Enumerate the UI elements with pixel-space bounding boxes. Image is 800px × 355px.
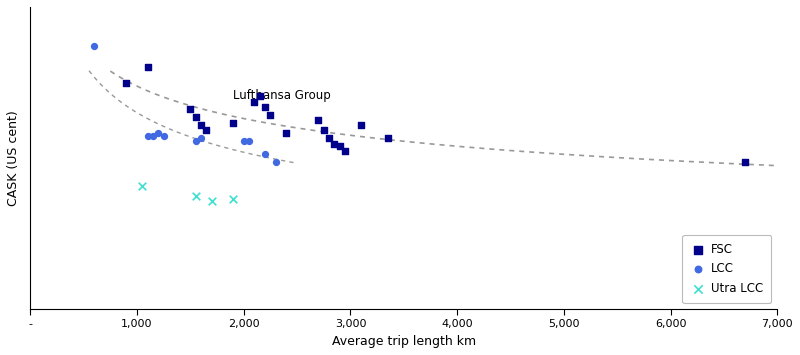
FSC	[120, 80, 133, 86]
Utra LCC	[226, 196, 239, 202]
Text: Lufthansa Group: Lufthansa Group	[233, 89, 331, 102]
Utra LCC	[190, 193, 202, 199]
Utra LCC	[136, 183, 149, 189]
FSC	[280, 130, 293, 136]
FSC	[382, 136, 394, 141]
FSC	[226, 120, 239, 125]
FSC	[318, 127, 330, 133]
FSC	[322, 136, 335, 141]
FSC	[264, 112, 277, 118]
FSC	[258, 104, 271, 110]
LCC	[142, 133, 154, 138]
Y-axis label: CASK (US cent): CASK (US cent)	[7, 110, 20, 206]
FSC	[254, 93, 266, 99]
LCC	[152, 130, 165, 136]
Utra LCC	[206, 198, 218, 204]
LCC	[146, 133, 159, 138]
LCC	[194, 136, 207, 141]
FSC	[328, 141, 341, 146]
LCC	[238, 138, 250, 144]
FSC	[739, 159, 752, 165]
FSC	[200, 127, 213, 133]
FSC	[194, 122, 207, 128]
FSC	[312, 117, 325, 123]
Legend: FSC, LCC, Utra LCC: FSC, LCC, Utra LCC	[682, 235, 771, 303]
LCC	[190, 138, 202, 144]
LCC	[158, 133, 170, 138]
LCC	[242, 138, 255, 144]
FSC	[338, 149, 351, 154]
LCC	[88, 44, 101, 49]
FSC	[190, 114, 202, 120]
FSC	[142, 65, 154, 70]
FSC	[334, 143, 346, 149]
LCC	[270, 159, 282, 165]
LCC	[258, 151, 271, 157]
FSC	[184, 106, 197, 112]
FSC	[354, 122, 367, 128]
X-axis label: Average trip length km: Average trip length km	[332, 335, 476, 348]
FSC	[248, 99, 261, 104]
